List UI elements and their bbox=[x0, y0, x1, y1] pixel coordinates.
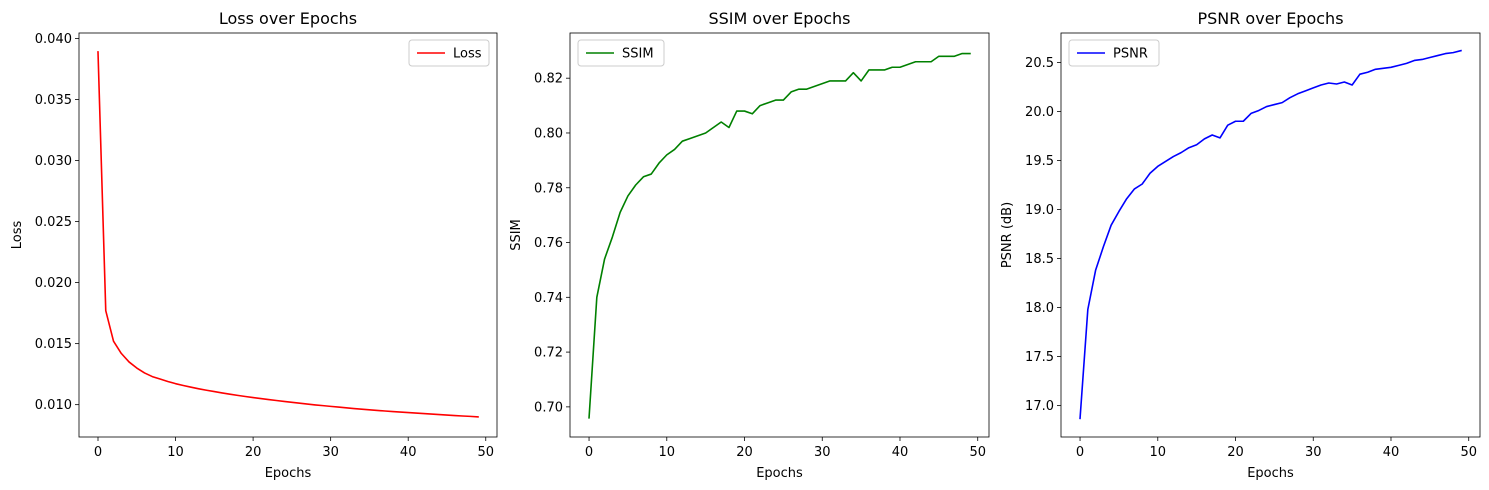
series-line-loss bbox=[97, 51, 479, 418]
x-tick-label: 50 bbox=[1460, 445, 1477, 460]
y-tick-label: 17.0 bbox=[1025, 399, 1054, 414]
chart-panel-0: Loss over Epochs 0 10 20 30 40 50 0.010 0.015 0.0… bbox=[10, 9, 498, 481]
y-tick-label: 0.76 bbox=[534, 236, 563, 251]
legend-box bbox=[1068, 39, 1160, 67]
x-tick-label: 30 bbox=[814, 445, 831, 460]
y-tick-label: 0.020 bbox=[35, 276, 72, 291]
x-axis-label: Epochs bbox=[265, 466, 312, 481]
y-axis-label: Loss bbox=[10, 221, 25, 250]
plot-area-frame bbox=[78, 32, 498, 438]
x-tick-label: 30 bbox=[1305, 445, 1322, 460]
y-tick-label: 19.0 bbox=[1025, 203, 1054, 218]
legend: Loss bbox=[408, 39, 490, 67]
x-tick-label: 20 bbox=[736, 445, 753, 460]
x-tick-label: 10 bbox=[167, 445, 184, 460]
x-tick-label: 50 bbox=[477, 445, 494, 460]
y-tick-label: 0.015 bbox=[35, 337, 72, 352]
x-tick-label: 40 bbox=[400, 445, 417, 460]
series-line-psnr bbox=[1079, 49, 1462, 420]
y-tick-label: 20.0 bbox=[1025, 105, 1054, 120]
x-tick-label: 40 bbox=[1383, 445, 1400, 460]
y-tick-label: 0.040 bbox=[35, 32, 72, 47]
legend-label: SSIM bbox=[622, 47, 654, 62]
y-tick-label: 18.0 bbox=[1025, 301, 1054, 316]
y-tick-label: 0.74 bbox=[534, 291, 563, 306]
y-tick-label: 0.82 bbox=[534, 72, 563, 87]
chart-title: PSNR over Epochs bbox=[1197, 9, 1343, 28]
y-tick-label: 0.030 bbox=[35, 154, 72, 169]
y-axis-label: SSIM bbox=[509, 219, 524, 251]
x-tick-label: 0 bbox=[585, 445, 593, 460]
x-tick-label: 10 bbox=[659, 445, 676, 460]
y-tick-label: 0.70 bbox=[534, 400, 563, 415]
legend-label: PSNR bbox=[1113, 47, 1148, 62]
y-tick-label: 17.5 bbox=[1025, 350, 1054, 365]
chart-panel-1: SSIM over Epochs 0 10 20 30 40 50 0.70 0.72 0.74 0… bbox=[509, 9, 990, 481]
chart-title: Loss over Epochs bbox=[219, 9, 357, 28]
y-tick-label: 0.72 bbox=[534, 346, 563, 361]
x-tick-label: 0 bbox=[94, 445, 102, 460]
legend-label: Loss bbox=[453, 47, 482, 62]
plot-area-frame bbox=[569, 32, 990, 438]
y-tick-label: 0.78 bbox=[534, 181, 563, 196]
legend: SSIM bbox=[577, 39, 665, 67]
y-tick-label: 0.80 bbox=[534, 126, 563, 141]
y-tick-label: 0.025 bbox=[35, 215, 72, 230]
x-tick-label: 20 bbox=[245, 445, 262, 460]
plot-area-frame bbox=[1060, 32, 1481, 438]
y-tick-label: 0.010 bbox=[35, 398, 72, 413]
x-tick-label: 20 bbox=[1227, 445, 1244, 460]
x-tick-label: 0 bbox=[1076, 445, 1084, 460]
x-tick-label: 50 bbox=[969, 445, 986, 460]
series-line-ssim bbox=[588, 52, 971, 419]
x-axis-label: Epochs bbox=[756, 466, 803, 481]
x-axis-label: Epochs bbox=[1247, 466, 1294, 481]
y-tick-label: 18.5 bbox=[1025, 252, 1054, 267]
legend: PSNR bbox=[1068, 39, 1160, 67]
y-tick-label: 19.5 bbox=[1025, 154, 1054, 169]
chart-title: SSIM over Epochs bbox=[708, 9, 850, 28]
x-tick-label: 10 bbox=[1150, 445, 1167, 460]
y-axis-label: PSNR (dB) bbox=[1000, 202, 1015, 268]
y-tick-label: 0.035 bbox=[35, 93, 72, 108]
chart-panel-2: PSNR over Epochs 0 10 20 30 40 50 17.0 17.5 18.0 1… bbox=[1000, 9, 1481, 481]
legend-box bbox=[408, 39, 490, 67]
y-tick-label: 20.5 bbox=[1025, 56, 1054, 71]
x-tick-label: 40 bbox=[892, 445, 909, 460]
legend-box bbox=[577, 39, 665, 67]
x-tick-label: 30 bbox=[322, 445, 339, 460]
